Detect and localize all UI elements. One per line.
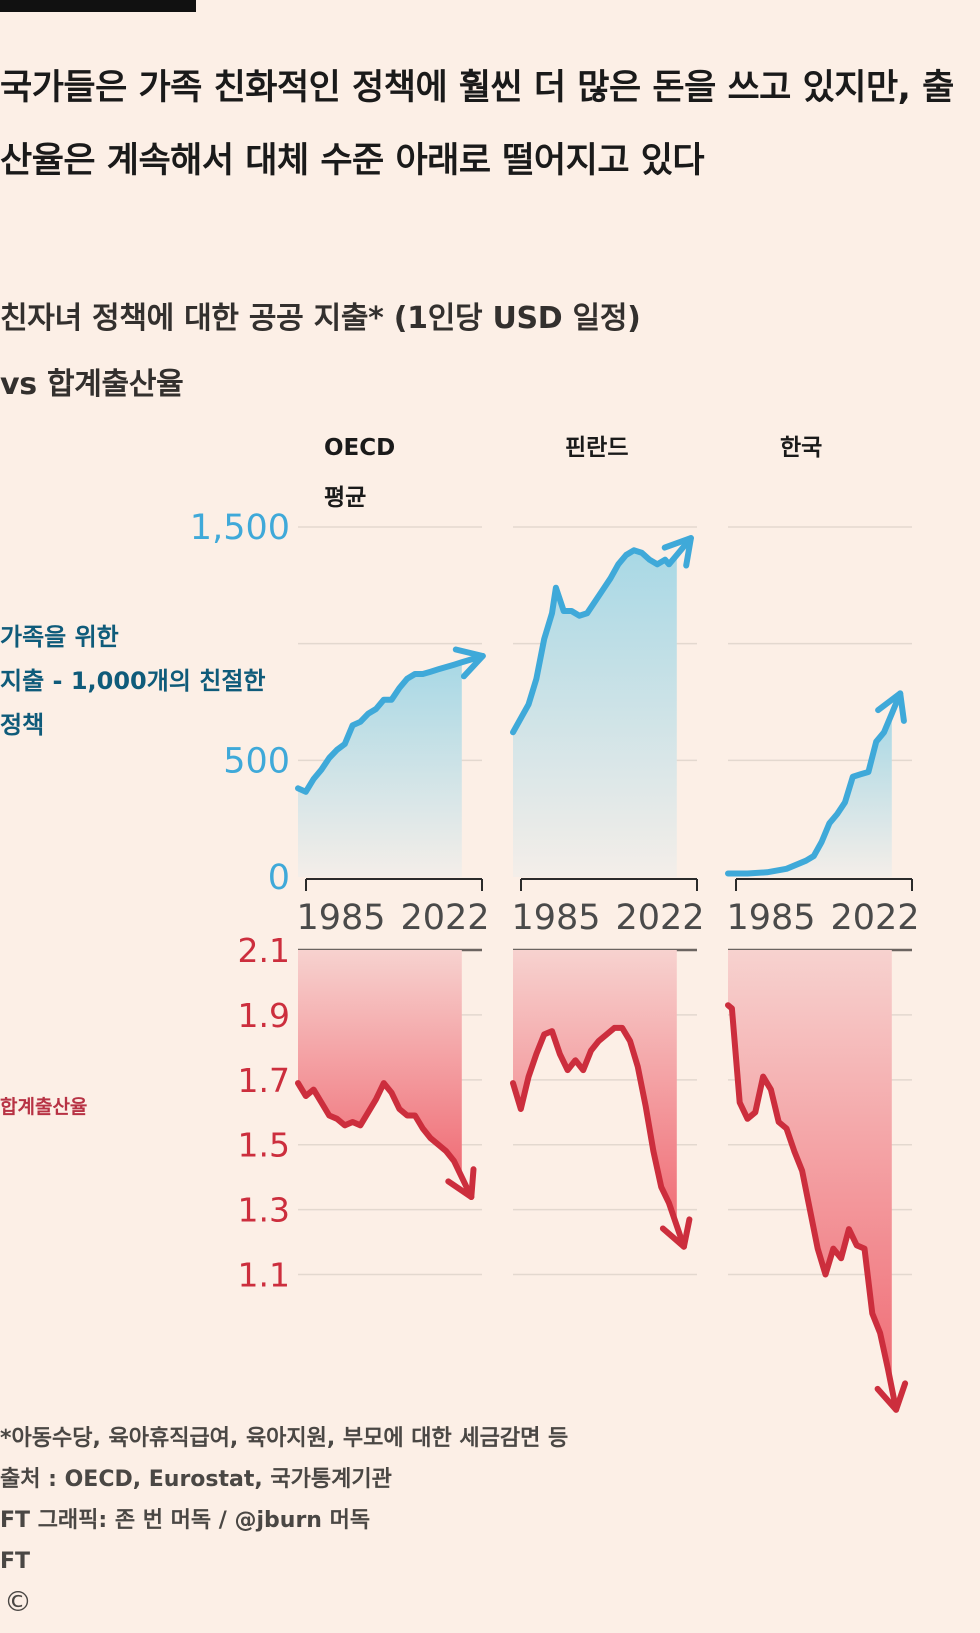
fertility-arrow-1 [445,1166,477,1200]
spending-arrow-3 [875,690,907,724]
footnote-definition: *아동수당, 육아휴직급여, 육아지원, 부모에 대한 세금감면 등 [0,1426,569,1451]
top-accent-bar [0,0,196,12]
spending-line-2 [510,535,694,736]
copyright-mark: © [4,1585,32,1618]
headline: 국가들은 가족 친화적인 정책에 훨씬 더 많은 돈을 쓰고 있지만, 출산율은… [0,68,954,181]
fertility-arrow-2 [659,1216,693,1250]
spending-line-1 [295,653,486,795]
fertility-area-3 [728,950,892,1389]
fertility-ytick-label: 1.1 [238,1256,290,1295]
fertility-line-2 [510,1024,687,1250]
panel-title-1-line2: 평균 [324,485,366,511]
fertility-line-3 [725,1002,900,1413]
footnotes: *아동수당, 육아휴직급여, 육아지원, 부모에 대한 세금감면 등 출처 : … [0,1418,568,1582]
spending-axis-label-line-3: 정책 [0,711,44,739]
fertility-ytick-label: 1.3 [238,1191,290,1230]
fertility-ytick-label: 1.9 [238,996,290,1035]
x-tick-label-1985: 1985 [511,898,600,938]
panel-title-1: OECD [324,435,395,461]
fertility-ytick-label: 2.1 [238,931,290,970]
subtitle-line-2: vs 합계출산율 [0,367,184,402]
spending-arrow-1 [452,646,486,680]
fertility-axis-label: 합계출산율 [0,1096,87,1118]
x-tick-label-1985: 1985 [726,898,815,938]
spending-axis-label-line-2: 지출 - 1,000개의 친절한 [0,667,266,695]
fertility-ytick-label: 1.5 [238,1126,290,1165]
x-tick-label-1985: 1985 [296,898,385,938]
subtitle-line-1: 친자녀 정책에 대한 공공 지출* (1인당 USD 일정) [0,301,641,336]
panel-title-3: 한국 [780,435,822,461]
spending-ytick-label: 1,500 [190,508,290,548]
x-tick-label-2022: 2022 [400,898,489,938]
spending-area-1 [298,662,462,877]
chart-area: OECD 평균 핀란드 한국 0 500 1,500 1.1 1.3 1.5 1.7 1.9 2.1 가족… [0,435,920,1413]
footnote-brand: FT [0,1549,31,1574]
spending-axis-label-line-1: 가족을 위한 [0,623,119,651]
panel-title-2: 핀란드 [565,435,628,461]
spending-ytick-label: 500 [223,741,290,781]
footnote-source: 출처 : OECD, Eurostat, 국가통계기관 [0,1467,392,1492]
fertility-line-1 [295,1080,475,1200]
fertility-ytick-label: 1.7 [238,1061,290,1100]
spending-area-2 [513,550,677,877]
footnote-credit: FT 그래픽: 존 번 머독 / @jburn 머독 [0,1508,371,1533]
fertility-arrow-3 [874,1380,909,1413]
spending-ytick-label: 0 [268,858,290,898]
x-tick-label-2022: 2022 [830,898,919,938]
fertility-area-2 [513,950,677,1226]
chart-subtitle: 친자녀 정책에 대한 공공 지출* (1인당 USD 일정) vs 합계출산율 [0,286,960,418]
spending-area-3 [728,713,892,877]
x-tick-label-2022: 2022 [615,898,704,938]
spending-arrow-2 [661,535,694,569]
spending-line-3 [725,690,904,877]
